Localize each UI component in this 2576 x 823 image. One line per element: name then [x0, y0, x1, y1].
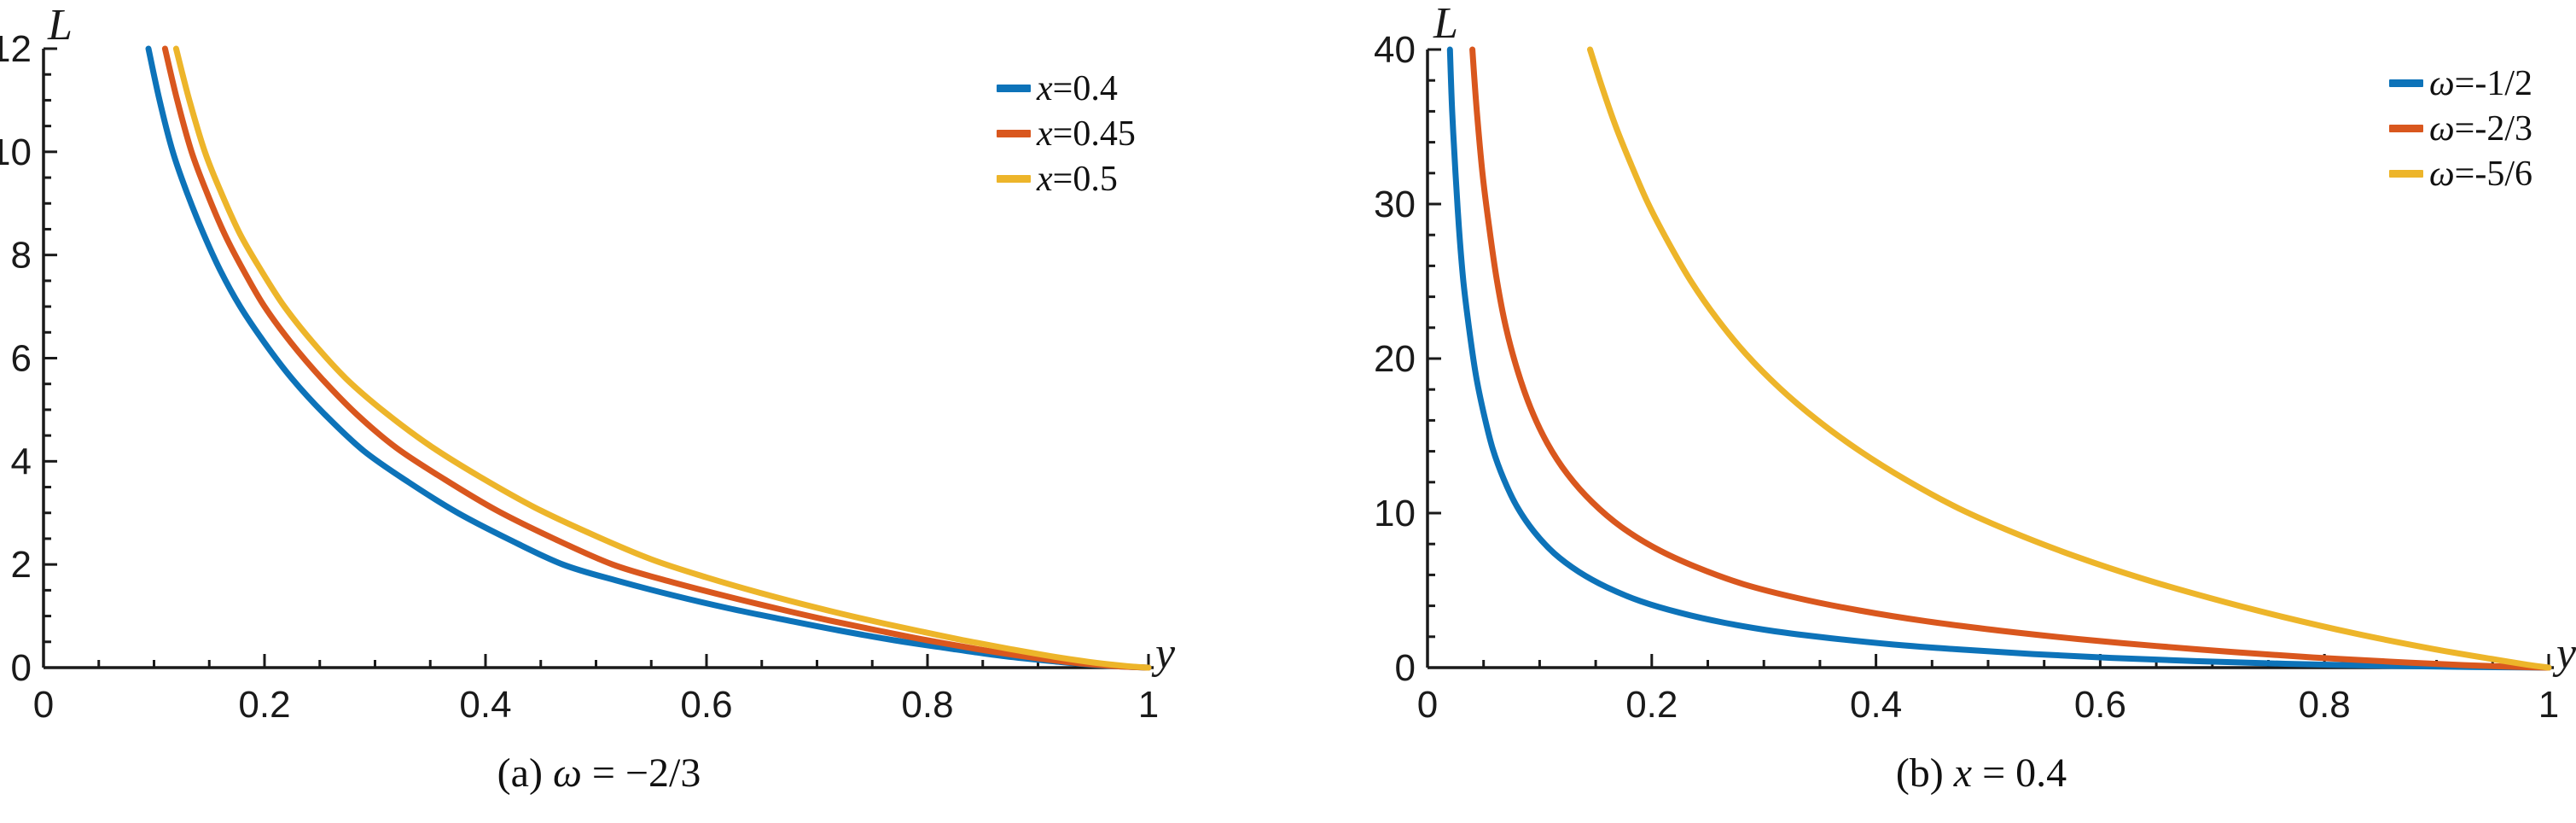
x-tick-label: 1 [2538, 684, 2559, 726]
legend-swatch-orange [997, 130, 1031, 137]
y-tick-label: 0 [1395, 647, 1416, 689]
legend-a: x=0.4 x=0.45 x=0.5 [997, 66, 1136, 201]
curve-ω=-2/3 [1469, 46, 2552, 671]
y-tick-label: 10 [0, 131, 32, 173]
y-tick-label: 2 [11, 544, 32, 586]
legend-item: x=0.45 [997, 111, 1136, 156]
x-tick-label: 0.8 [901, 684, 953, 726]
legend-label: ω=-5/6 [2429, 154, 2532, 194]
y-axis-label-a: L [48, 1, 73, 50]
y-tick-label: 12 [0, 28, 32, 70]
legend-swatch-yellow [997, 175, 1031, 183]
x-tick-label: 0.8 [2299, 684, 2351, 726]
legend-item: ω=-5/6 [2389, 151, 2532, 196]
y-tick-label: 10 [1374, 493, 1416, 534]
caption-b: (b) x = 0.4 [1895, 750, 2067, 796]
legend-label: ω=-1/2 [2429, 63, 2532, 103]
x-tick-label: 0.6 [2074, 684, 2126, 726]
legend-swatch-orange [2389, 125, 2423, 132]
x-tick-label: 0 [33, 684, 54, 726]
y-tick-label: 20 [1374, 338, 1416, 380]
caption-a: (a) ω = −2/3 [497, 750, 701, 796]
x-tick-label: 1 [1138, 684, 1159, 726]
x-tick-label: 0.4 [1850, 684, 1902, 726]
legend-item: x=0.4 [997, 66, 1136, 111]
curve-x=0.45 [161, 45, 1152, 671]
y-tick-label: 8 [11, 235, 32, 277]
legend-label: x=0.5 [1037, 159, 1118, 199]
curve-x=0.5 [172, 45, 1152, 671]
x-tick-label: 0.4 [459, 684, 511, 726]
y-tick-label: 4 [11, 441, 32, 482]
y-tick-label: 30 [1374, 184, 1416, 225]
legend-swatch-blue [997, 85, 1031, 92]
x-tick-label: 0.6 [680, 684, 732, 726]
curve-ω=-1/2 [1446, 46, 2552, 671]
x-axis-label-b: y [2556, 629, 2576, 678]
y-tick-label: 40 [1374, 29, 1416, 71]
legend-swatch-blue [2389, 79, 2423, 87]
y-tick-label: 0 [11, 647, 32, 689]
legend-item: ω=-2/3 [2389, 106, 2532, 151]
y-axis-label-b: L [1433, 0, 1458, 48]
legend-b: ω=-1/2 ω=-2/3 ω=-5/6 [2389, 61, 2532, 196]
legend-item: ω=-1/2 [2389, 61, 2532, 106]
x-tick-label: 0.2 [1625, 684, 1678, 726]
curve-x=0.4 [145, 45, 1152, 671]
legend-label: ω=-2/3 [2429, 108, 2532, 149]
x-axis-label-a: y [1155, 629, 1176, 678]
curve-ω=-5/6 [1587, 46, 2552, 671]
legend-item: x=0.5 [997, 156, 1136, 201]
x-tick-label: 0 [1417, 684, 1438, 726]
legend-swatch-yellow [2389, 170, 2423, 178]
y-tick-label: 6 [11, 338, 32, 380]
x-tick-label: 0.2 [238, 684, 290, 726]
legend-label: x=0.4 [1037, 68, 1118, 108]
legend-label: x=0.45 [1037, 114, 1136, 154]
